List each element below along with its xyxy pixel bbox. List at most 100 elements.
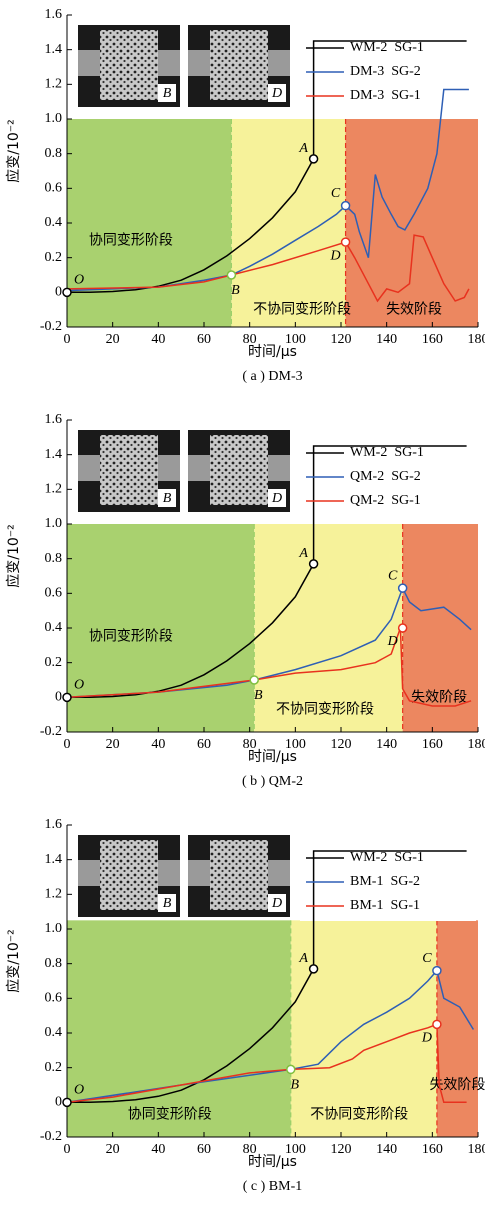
inset-label: D xyxy=(271,896,282,911)
legend-label: QM-2 SG-1 xyxy=(350,493,421,508)
chart: -0.200.20.40.60.81.01.21.41.60 20 40 60 80 10… xyxy=(5,817,485,1194)
key-point xyxy=(308,964,319,974)
y-tick-label: 0.4 xyxy=(45,1025,63,1040)
key-point xyxy=(62,287,72,298)
inset-specimen xyxy=(210,30,268,100)
point-label: O xyxy=(74,678,84,693)
y-tick-label: -0.2 xyxy=(40,1129,62,1144)
y-tick-label: 1.0 xyxy=(45,921,63,936)
x-tick-label: 160 xyxy=(422,332,443,347)
caption: ( b ) QM-2 xyxy=(242,774,303,789)
x-tick-label: 180 xyxy=(468,1142,485,1157)
y-tick-label: -0.2 xyxy=(40,319,62,334)
x-tick-label: 100 xyxy=(285,1142,306,1157)
point-label: C xyxy=(331,186,341,201)
stage-region xyxy=(231,119,346,327)
point-label: O xyxy=(74,1083,84,1098)
x-tick-label: 0 xyxy=(64,737,71,752)
y-tick-label: 0.4 xyxy=(45,620,63,635)
y-tick-label: 0.6 xyxy=(45,181,63,196)
series-line xyxy=(67,40,467,294)
x-tick-label: 160 xyxy=(422,737,443,752)
point-label: B xyxy=(254,688,263,703)
key-point xyxy=(249,675,259,685)
inset-specimen xyxy=(210,840,268,910)
inset-label-box xyxy=(158,894,176,912)
point-label: D xyxy=(330,248,341,263)
stage-label: 不协同变形阶段 xyxy=(276,701,374,717)
inset-label: B xyxy=(163,86,172,101)
x-tick-label: 40 xyxy=(151,1142,165,1157)
key-point xyxy=(62,692,72,703)
y-tick-label: 0.6 xyxy=(45,586,63,601)
legend-label: BM-1 SG-2 xyxy=(350,874,420,889)
y-tick-label: 0 xyxy=(55,690,62,705)
y-tick-label: 0.6 xyxy=(45,991,63,1006)
key-point xyxy=(308,154,319,164)
legend-label: WM-2 SG-1 xyxy=(350,850,424,865)
x-tick-label: 20 xyxy=(106,332,120,347)
inset-specimen xyxy=(100,435,158,505)
x-tick-label: 120 xyxy=(331,737,352,752)
inset-label: D xyxy=(271,491,282,506)
point-label: O xyxy=(74,273,84,288)
point-label: B xyxy=(231,283,240,298)
point-label: C xyxy=(388,568,398,583)
y-axis-title: 应变/10⁻² xyxy=(5,524,22,588)
inset-label-box xyxy=(158,489,176,507)
inset-label-box xyxy=(158,84,176,102)
x-tick-label: 140 xyxy=(376,737,397,752)
stage-label: 不协同变形阶段 xyxy=(310,1106,408,1122)
x-tick-label: 140 xyxy=(376,1142,397,1157)
key-point xyxy=(340,237,351,247)
key-point xyxy=(308,559,319,569)
x-axis-title: 时间/μs xyxy=(248,1154,297,1170)
key-point xyxy=(340,200,351,211)
legend-label: DM-3 SG-1 xyxy=(350,88,421,103)
y-axis-title: 应变/10⁻² xyxy=(5,119,22,183)
y-tick-label: 1.0 xyxy=(45,111,63,126)
y-tick-label: 1.2 xyxy=(45,482,63,497)
legend-label: WM-2 SG-1 xyxy=(350,40,424,55)
stage-region xyxy=(254,524,403,732)
stage-region xyxy=(402,524,478,732)
y-tick-label: 0.2 xyxy=(45,1060,63,1075)
series-line xyxy=(66,1023,467,1104)
x-tick-label: 120 xyxy=(331,1142,352,1157)
y-tick-label: 1.0 xyxy=(45,516,63,531)
y-tick-label: 1.6 xyxy=(45,412,63,427)
key-point xyxy=(432,1019,442,1030)
stage-region xyxy=(67,119,232,327)
legend-label: BM-1 SG-1 xyxy=(350,898,420,913)
x-tick-label: 60 xyxy=(197,1142,211,1157)
chart: -0.200.20.40.60.81.01.21.41.60 20 40 60 80 10… xyxy=(5,412,485,789)
y-tick-label: 0.2 xyxy=(45,250,63,265)
y-tick-label: 1.2 xyxy=(45,887,63,902)
stage-region xyxy=(290,920,437,1137)
inset-specimen xyxy=(100,840,158,910)
y-axis-title: 应变/10⁻² xyxy=(5,929,22,993)
stage-region xyxy=(67,920,291,1137)
point-label: C xyxy=(422,951,432,966)
stage-label: 协同变形阶段 xyxy=(89,232,173,248)
legend-label: DM-3 SG-2 xyxy=(350,64,421,79)
series-line xyxy=(66,234,470,303)
series-line xyxy=(66,586,472,699)
stage-label: 协同变形阶段 xyxy=(89,629,173,645)
y-tick-label: 0.2 xyxy=(45,655,63,670)
point-label: D xyxy=(387,634,398,649)
x-tick-label: 180 xyxy=(468,332,485,347)
key-point xyxy=(397,583,408,593)
legend-label: WM-2 SG-1 xyxy=(350,445,424,460)
inset-label: D xyxy=(271,86,282,101)
y-tick-label: 0 xyxy=(55,1095,62,1110)
y-tick-label: -0.2 xyxy=(40,724,62,739)
x-tick-label: 80 xyxy=(243,737,257,752)
key-point xyxy=(397,623,408,633)
y-tick-label: 1.2 xyxy=(45,77,63,92)
x-tick-label: 140 xyxy=(376,332,397,347)
y-tick-label: 0.8 xyxy=(45,551,63,566)
point-label: B xyxy=(290,1078,299,1093)
inset-label-box xyxy=(268,84,286,102)
